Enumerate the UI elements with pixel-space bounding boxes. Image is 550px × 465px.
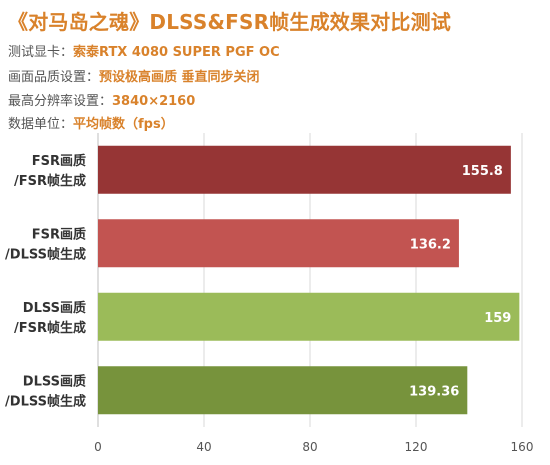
x-tick-label: 40 bbox=[196, 440, 211, 454]
bar bbox=[98, 366, 468, 415]
bar bbox=[98, 219, 459, 268]
x-tick-label: 0 bbox=[94, 440, 102, 454]
bar-value-label: 159 bbox=[484, 311, 511, 326]
info-line-gpu: 测试显卡：索泰RTX 4080 SUPER PGF OC bbox=[8, 41, 280, 60]
info-line-resolution: 最高分辨率设置：3840×2160 bbox=[8, 90, 195, 109]
chart-title: 《对马岛之魂》DLSS&FSR帧生成效果对比测试 bbox=[8, 10, 451, 34]
x-tick-label: 80 bbox=[302, 440, 317, 454]
category-label: /DLSS帧生成 bbox=[5, 393, 86, 409]
info-value: 预设极高画质 垂直同步关闭 bbox=[99, 70, 260, 85]
x-tick-label: 120 bbox=[405, 440, 428, 454]
bar-value-label: 136.2 bbox=[410, 237, 451, 252]
info-value: 索泰RTX 4080 SUPER PGF OC bbox=[73, 45, 280, 60]
category-label: /DLSS帧生成 bbox=[5, 246, 86, 262]
x-tick-label: 160 bbox=[511, 440, 534, 454]
category-label: /FSR帧生成 bbox=[14, 320, 86, 336]
info-key: 最高分辨率设置： bbox=[8, 94, 113, 109]
category-label: DLSS画质 bbox=[23, 300, 86, 316]
category-label: DLSS画质 bbox=[23, 373, 86, 389]
info-key: 数据单位： bbox=[8, 117, 74, 132]
category-label: FSR画质 bbox=[32, 153, 86, 169]
info-line-quality: 画面品质设置：预设极高画质 垂直同步关闭 bbox=[8, 66, 260, 85]
bar bbox=[98, 292, 520, 341]
bar-value-label: 155.8 bbox=[462, 164, 503, 179]
info-line-unit: 数据单位：平均帧数（fps） bbox=[8, 113, 174, 132]
info-key: 画面品质设置： bbox=[8, 70, 100, 85]
info-value: 3840×2160 bbox=[112, 94, 196, 109]
bar bbox=[98, 145, 511, 194]
info-key: 测试显卡： bbox=[8, 45, 74, 60]
bar-value-label: 139.36 bbox=[409, 384, 459, 399]
category-label: FSR画质 bbox=[32, 226, 86, 242]
info-value: 平均帧数（fps） bbox=[73, 117, 174, 132]
category-label: /FSR帧生成 bbox=[14, 173, 86, 189]
